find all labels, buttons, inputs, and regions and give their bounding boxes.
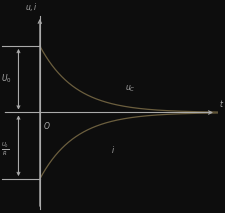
- Text: $u_C$: $u_C$: [125, 84, 136, 94]
- Text: $\frac{U_0}{R}$: $\frac{U_0}{R}$: [1, 141, 10, 158]
- Text: $u, i$: $u, i$: [25, 1, 38, 13]
- Text: $O$: $O$: [43, 121, 50, 131]
- Text: $i$: $i$: [111, 144, 115, 155]
- Text: $t$: $t$: [219, 98, 225, 109]
- Text: $U_0$: $U_0$: [1, 73, 12, 85]
